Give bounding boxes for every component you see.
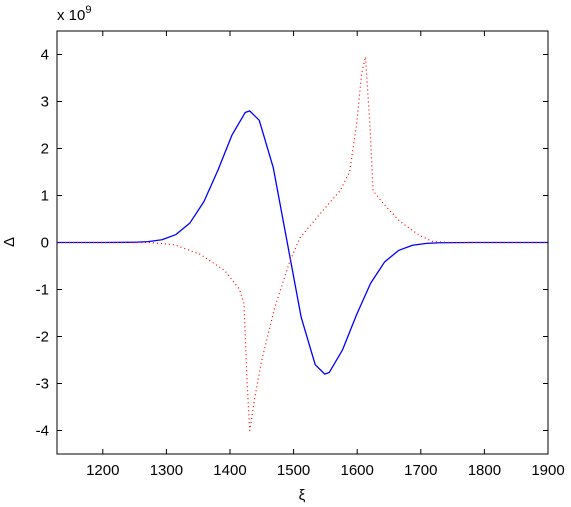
x-tick-label: 1600 xyxy=(341,462,374,479)
y-tick-label: -1 xyxy=(36,282,49,299)
x-tick-label: 1300 xyxy=(150,462,183,479)
x-tick-label: 1400 xyxy=(213,462,246,479)
x-tick-label: 1800 xyxy=(468,462,501,479)
x-axis-label: ξ xyxy=(299,487,306,504)
multiplier-base: x 10 xyxy=(57,7,85,24)
multiplier-exponent: 9 xyxy=(85,4,91,16)
y-multiplier: x 109 xyxy=(57,4,91,24)
x-tick-label: 1700 xyxy=(404,462,437,479)
x-tick-label: 1500 xyxy=(277,462,310,479)
y-tick-label: 3 xyxy=(41,94,49,111)
data-line xyxy=(57,110,548,375)
x-tick-label: 1200 xyxy=(86,462,119,479)
y-tick-label: -4 xyxy=(36,423,49,440)
plot-frame xyxy=(56,30,549,455)
y-tick-label: -2 xyxy=(36,329,49,346)
y-tick-label: 4 xyxy=(41,47,49,64)
y-tick-label: 0 xyxy=(41,235,49,252)
x-tick-label: 1900 xyxy=(531,462,564,479)
y-axis-label: Δ xyxy=(1,237,18,247)
y-tick-label: -3 xyxy=(36,376,49,393)
y-tick-label: 2 xyxy=(41,141,49,158)
y-tick-label: 1 xyxy=(41,188,49,205)
